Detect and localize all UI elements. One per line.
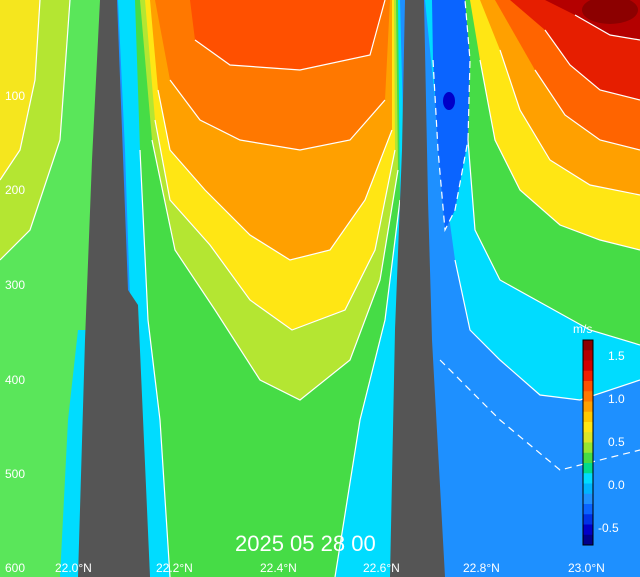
colorbar-swatch bbox=[583, 411, 593, 423]
y-tick-label: 100 bbox=[5, 89, 25, 103]
colorbar-swatch bbox=[583, 514, 593, 525]
colorbar-swatch bbox=[583, 350, 593, 361]
colorbar-swatch bbox=[583, 473, 593, 484]
y-tick-label: 600 bbox=[5, 561, 25, 575]
timestamp-label: 2025 05 28 00 bbox=[235, 531, 376, 556]
colorbar-tick-label: 1.0 bbox=[608, 392, 625, 406]
colorbar-frame bbox=[582, 339, 594, 546]
colorbar-tick-label: 0.5 bbox=[608, 435, 625, 449]
colorbar bbox=[582, 339, 594, 546]
contour-core-right-maroon bbox=[582, 0, 638, 24]
y-tick-label: 200 bbox=[5, 183, 25, 197]
x-tick-label: 23.0°N bbox=[568, 561, 605, 575]
x-tick-label: 22.0°N bbox=[55, 561, 92, 575]
contour-band-center-red bbox=[190, 0, 385, 70]
contour-band-negative-blue bbox=[432, 0, 470, 230]
colorbar-swatch bbox=[583, 432, 593, 443]
colorbar-swatch bbox=[583, 401, 593, 413]
colorbar-swatch bbox=[583, 493, 593, 505]
colorbar-tick-label: -0.5 bbox=[598, 521, 619, 535]
colorbar-swatch bbox=[583, 504, 593, 515]
terrain-ridge-left bbox=[78, 0, 150, 577]
colorbar-swatch bbox=[583, 360, 593, 372]
contour-band-left-yellow bbox=[0, 0, 40, 180]
terrain-ridge-right bbox=[390, 0, 445, 577]
colorbar-swatch bbox=[583, 370, 593, 382]
colorbar-swatch bbox=[583, 483, 593, 495]
colorbar-swatch bbox=[583, 391, 593, 402]
x-tick-label: 22.6°N bbox=[363, 561, 400, 575]
negative-contour-lines bbox=[432, 0, 640, 471]
x-tick-label: 22.2°N bbox=[156, 561, 193, 575]
colorbar-tick-label: 0.0 bbox=[608, 478, 625, 492]
y-tick-label: 300 bbox=[5, 278, 25, 292]
colorbar-swatch bbox=[583, 422, 593, 433]
y-tick-label: 500 bbox=[5, 467, 25, 481]
x-tick-label: 22.4°N bbox=[260, 561, 297, 575]
colorbar-swatch bbox=[583, 452, 593, 464]
y-tick-label: 400 bbox=[5, 373, 25, 387]
colorbar-swatch bbox=[583, 340, 593, 351]
contour-core-negative-darkblue bbox=[443, 92, 455, 110]
colorbar-swatch bbox=[583, 381, 593, 392]
colorbar-tick-label: 1.5 bbox=[608, 349, 625, 363]
colorbar-swatch bbox=[583, 524, 593, 536]
colorbar-unit-label: m/s bbox=[573, 322, 592, 336]
x-tick-label: 22.8°N bbox=[463, 561, 500, 575]
colorbar-swatch bbox=[583, 442, 593, 454]
colorbar-swatch bbox=[583, 463, 593, 474]
colorbar-swatch bbox=[583, 534, 593, 546]
